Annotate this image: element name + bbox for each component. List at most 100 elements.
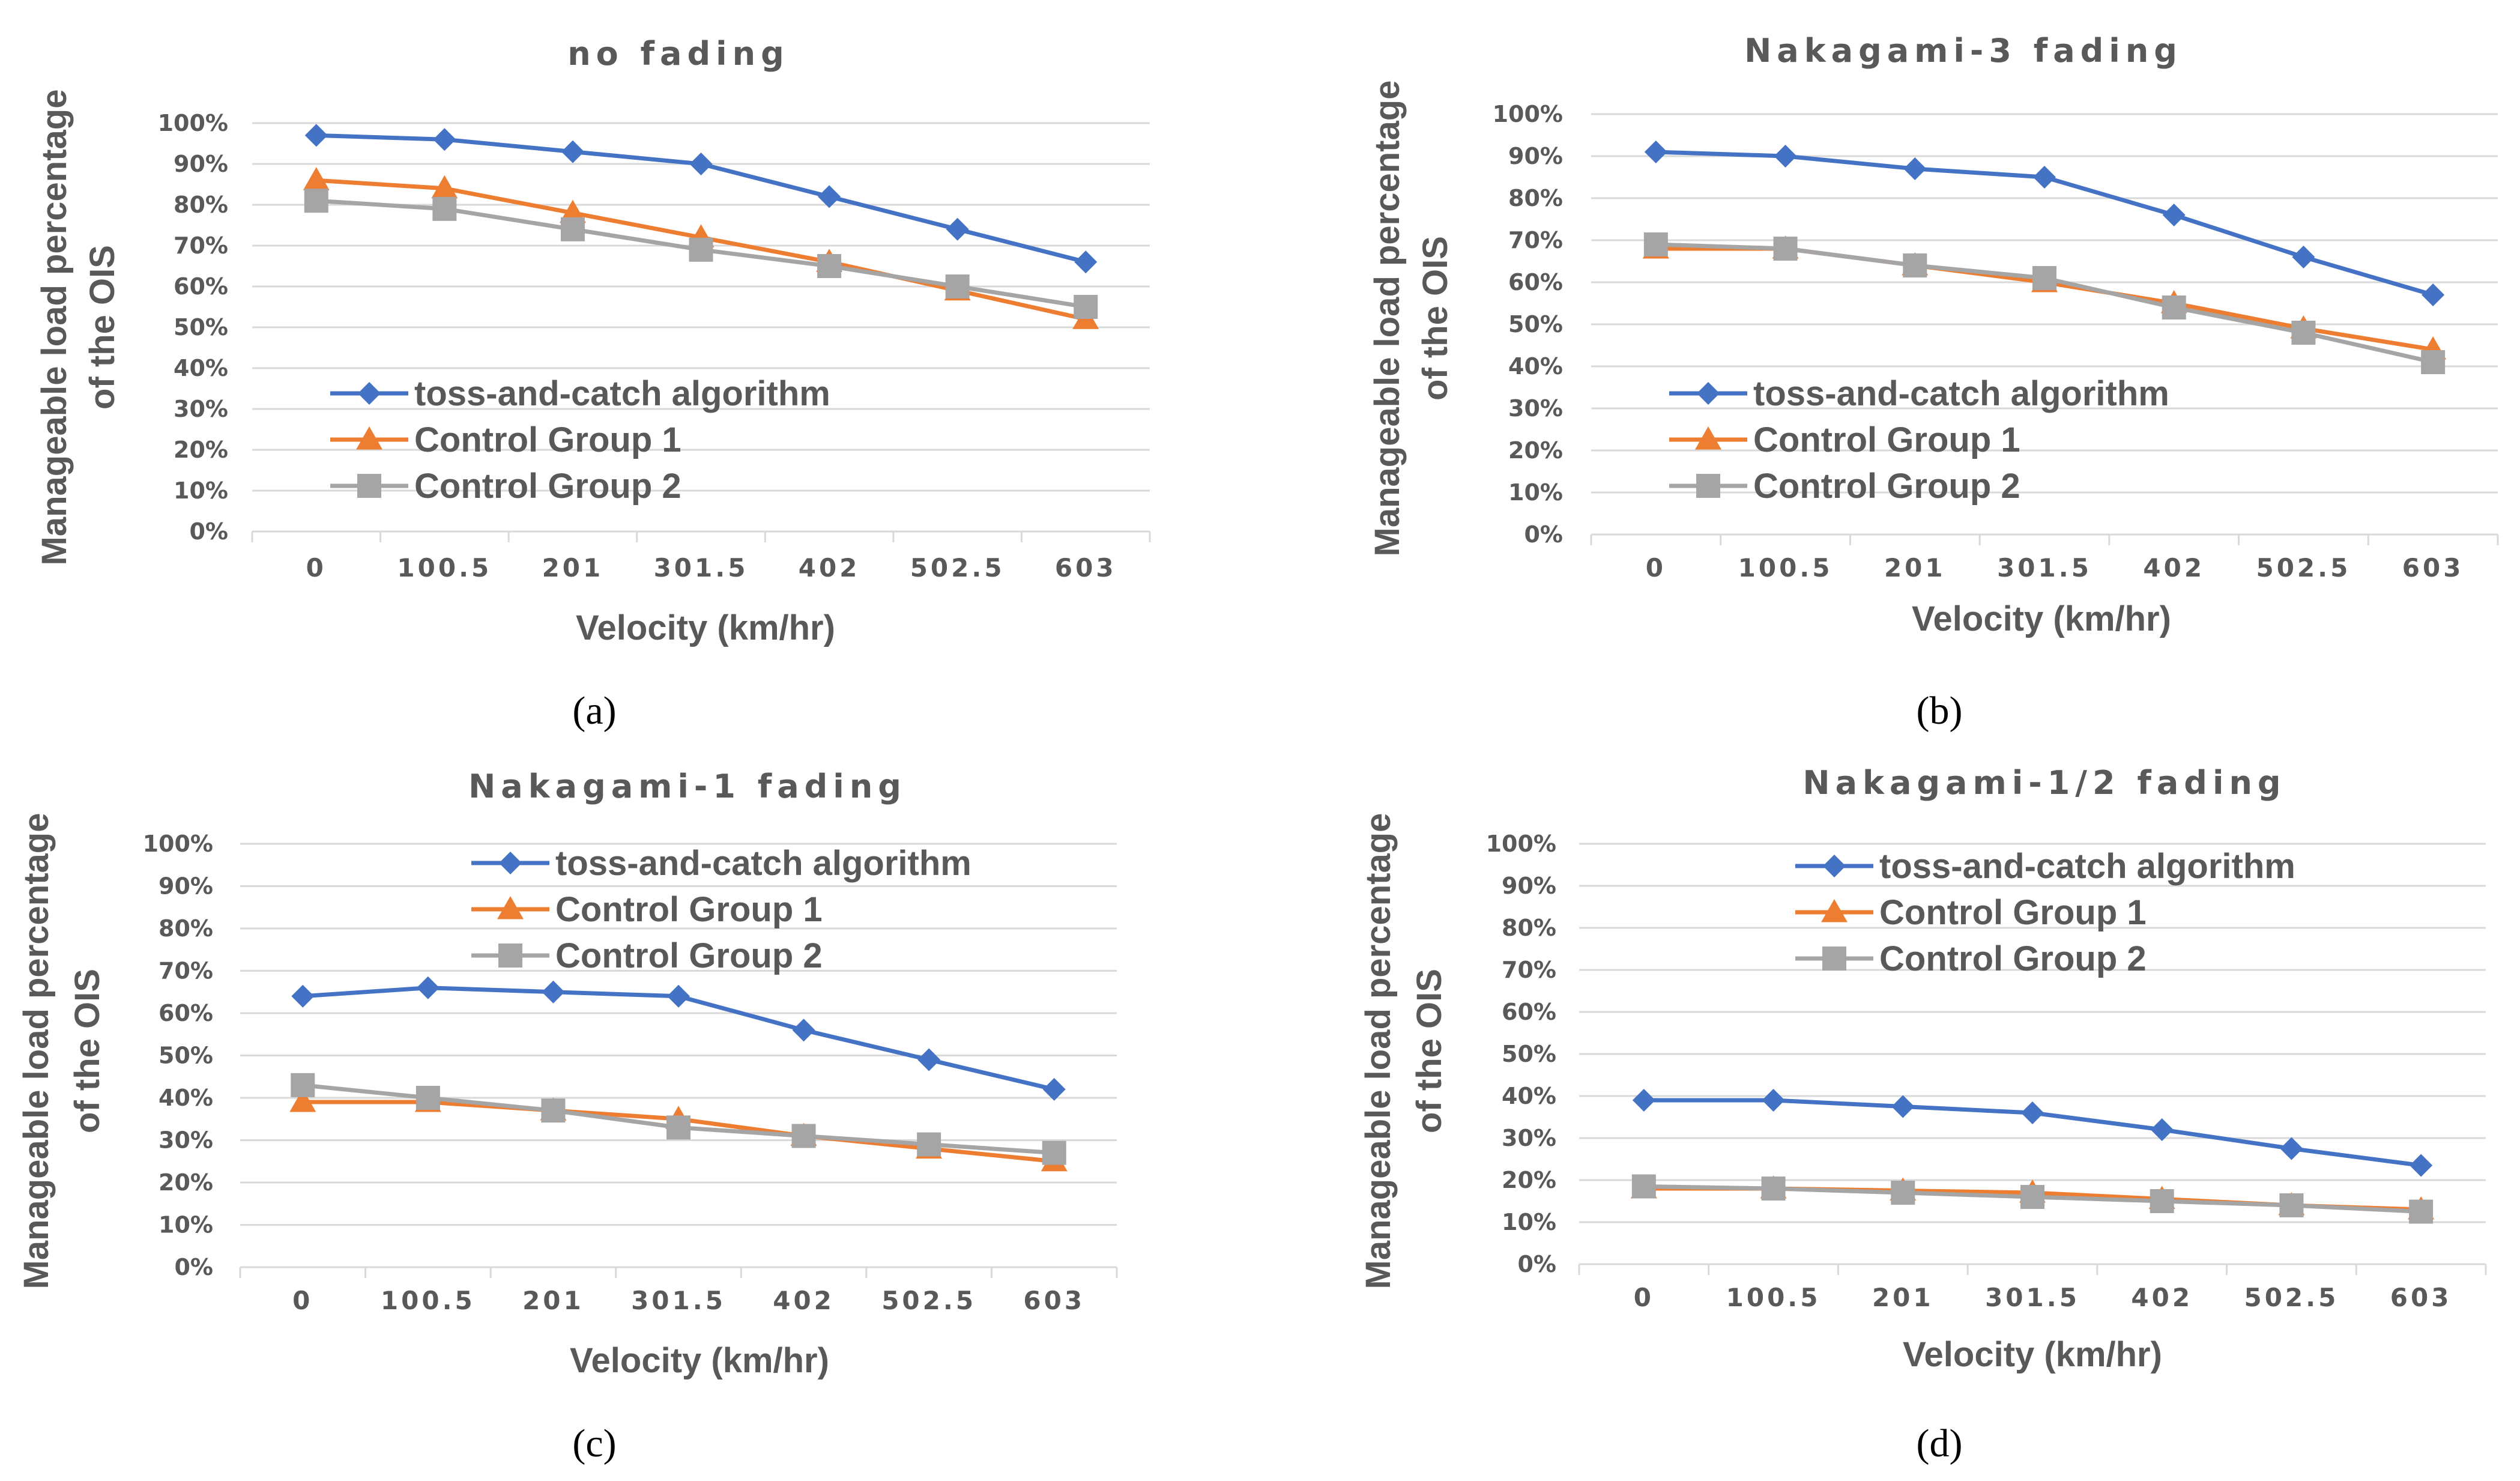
data-point bbox=[689, 153, 713, 175]
x-tick-label: 502.5 bbox=[2244, 1283, 2339, 1312]
data-point bbox=[561, 140, 584, 163]
legend-marker bbox=[497, 896, 524, 919]
x-axis-label: Velocity (km/hr) bbox=[1912, 599, 2171, 638]
y-axis-label: of the OIS bbox=[83, 245, 122, 410]
x-tick-label: 402 bbox=[2143, 553, 2205, 583]
y-tick-label: 30% bbox=[159, 1127, 213, 1154]
y-tick-label: 70% bbox=[1508, 227, 1563, 253]
x-tick-label: 201 bbox=[1872, 1283, 1934, 1312]
y-tick-label: 80% bbox=[159, 915, 213, 942]
y-tick-label: 60% bbox=[174, 273, 228, 300]
x-axis-label: Velocity (km/hr) bbox=[1903, 1335, 2162, 1374]
x-tick-label: 502.5 bbox=[910, 553, 1005, 583]
x-tick-label: 0 bbox=[292, 1286, 313, 1315]
data-point bbox=[1891, 1181, 1915, 1205]
y-tick-label: 10% bbox=[159, 1212, 213, 1238]
chart-nakagami-3-fading: 0% 10% 20% 30% 40% 50% 60% 70% 80% 90% 100% 0 100.5 2… bbox=[1368, 32, 2499, 733]
y-tick-label: 70% bbox=[174, 232, 228, 259]
chart-title: Nakagami-1 fading bbox=[468, 768, 907, 805]
chart-title: Nakagami-1/2 fading bbox=[1802, 764, 2286, 802]
data-point bbox=[291, 984, 315, 1008]
data-point bbox=[1643, 232, 1668, 256]
y-tick-label: 20% bbox=[174, 437, 228, 463]
x-tick-label: 301.5 bbox=[654, 553, 749, 583]
data-point bbox=[291, 1073, 315, 1097]
data-point bbox=[2410, 1154, 2433, 1177]
data-point bbox=[2292, 246, 2315, 268]
data-point bbox=[1042, 1077, 1066, 1101]
data-point bbox=[666, 1115, 690, 1140]
data-point bbox=[1774, 145, 1797, 168]
y-tick-label: 50% bbox=[174, 314, 228, 341]
data-point bbox=[2033, 166, 2056, 189]
data-point bbox=[791, 1124, 816, 1148]
y-tick-label: 20% bbox=[159, 1169, 213, 1196]
x-tick-label: 100.5 bbox=[381, 1286, 476, 1315]
y-tick-label: 70% bbox=[1502, 957, 1556, 983]
y-tick-label: 80% bbox=[1502, 915, 1556, 941]
chart-title: Nakagami-3 fading bbox=[1744, 32, 2183, 70]
data-point bbox=[2021, 1101, 2044, 1124]
data-point bbox=[2421, 350, 2446, 374]
y-tick-label: 30% bbox=[1502, 1125, 1556, 1151]
data-point bbox=[431, 175, 458, 199]
y-axis-label: of the OIS bbox=[1410, 969, 1449, 1133]
legend-label: Control Group 1 bbox=[555, 890, 823, 929]
legend-marker bbox=[498, 943, 522, 968]
y-tick-label: 100% bbox=[158, 110, 228, 136]
x-tick-label: 201 bbox=[542, 553, 604, 583]
y-tick-label: 90% bbox=[1502, 873, 1556, 899]
legend-label: Control Group 1 bbox=[414, 420, 681, 459]
legend-marker bbox=[357, 474, 381, 498]
data-point bbox=[817, 254, 842, 278]
data-point bbox=[416, 976, 440, 999]
y-tick-label: 50% bbox=[1508, 311, 1563, 338]
legend-label: toss-and-catch algorithm bbox=[414, 374, 830, 413]
x-tick-label: 603 bbox=[2390, 1283, 2452, 1312]
chart-nakagami-1-fading: 0% 10% 20% 30% 40% 50% 60% 70% 80% 90% 100% 0 100.5 2… bbox=[17, 768, 1118, 1465]
data-point bbox=[689, 237, 713, 262]
data-point bbox=[2162, 295, 2186, 320]
y-tick-label: 40% bbox=[159, 1085, 213, 1111]
legend-label: Control Group 2 bbox=[1753, 467, 2020, 506]
legend-label: toss-and-catch algorithm bbox=[555, 844, 971, 883]
data-point bbox=[818, 185, 841, 208]
x-tick-label: 301.5 bbox=[1985, 1283, 2080, 1312]
x-tick-label: 100.5 bbox=[1726, 1283, 1821, 1312]
data-point bbox=[415, 1086, 440, 1110]
data-point bbox=[2162, 204, 2186, 226]
panel-label: (c) bbox=[572, 1422, 616, 1465]
y-tick-label: 90% bbox=[159, 873, 213, 900]
y-tick-label: 40% bbox=[1502, 1083, 1556, 1109]
data-point bbox=[917, 1048, 941, 1071]
chart-nakagami-half-fading: 0% 10% 20% 30% 40% 50% 60% 70% 80% 90% 100% 0 100.5 2… bbox=[1359, 764, 2487, 1465]
y-tick-label: 50% bbox=[159, 1043, 213, 1069]
data-point bbox=[1644, 141, 1667, 163]
x-tick-label: 201 bbox=[522, 1286, 584, 1315]
x-axis-label: Velocity (km/hr) bbox=[570, 1341, 829, 1380]
data-point bbox=[1903, 253, 1927, 277]
x-tick-label: 301.5 bbox=[631, 1286, 726, 1315]
data-point bbox=[2422, 283, 2445, 306]
data-point bbox=[1903, 157, 1927, 180]
data-point bbox=[2150, 1118, 2174, 1141]
y-tick-label: 60% bbox=[1502, 999, 1556, 1025]
y-tick-label: 10% bbox=[1508, 479, 1563, 506]
panel-label: (d) bbox=[1917, 1422, 1963, 1465]
data-point bbox=[304, 124, 328, 147]
x-tick-label: 402 bbox=[799, 553, 860, 583]
legend-label: Control Group 1 bbox=[1879, 893, 2147, 932]
data-point bbox=[1631, 1174, 1656, 1199]
y-axis-label: Manageable load percentage bbox=[1359, 813, 1398, 1289]
y-axis-label: Manageable load percentage bbox=[1368, 80, 1407, 557]
y-tick-label: 20% bbox=[1508, 437, 1563, 464]
x-tick-label: 603 bbox=[2402, 553, 2464, 583]
x-tick-label: 603 bbox=[1055, 553, 1117, 583]
data-point bbox=[667, 984, 690, 1008]
legend-label: Control Group 1 bbox=[1753, 420, 2020, 459]
data-point bbox=[1773, 237, 1798, 261]
x-tick-label: 0 bbox=[1634, 1283, 1654, 1312]
data-point bbox=[2150, 1189, 2174, 1213]
x-tick-label: 100.5 bbox=[1738, 553, 1833, 583]
